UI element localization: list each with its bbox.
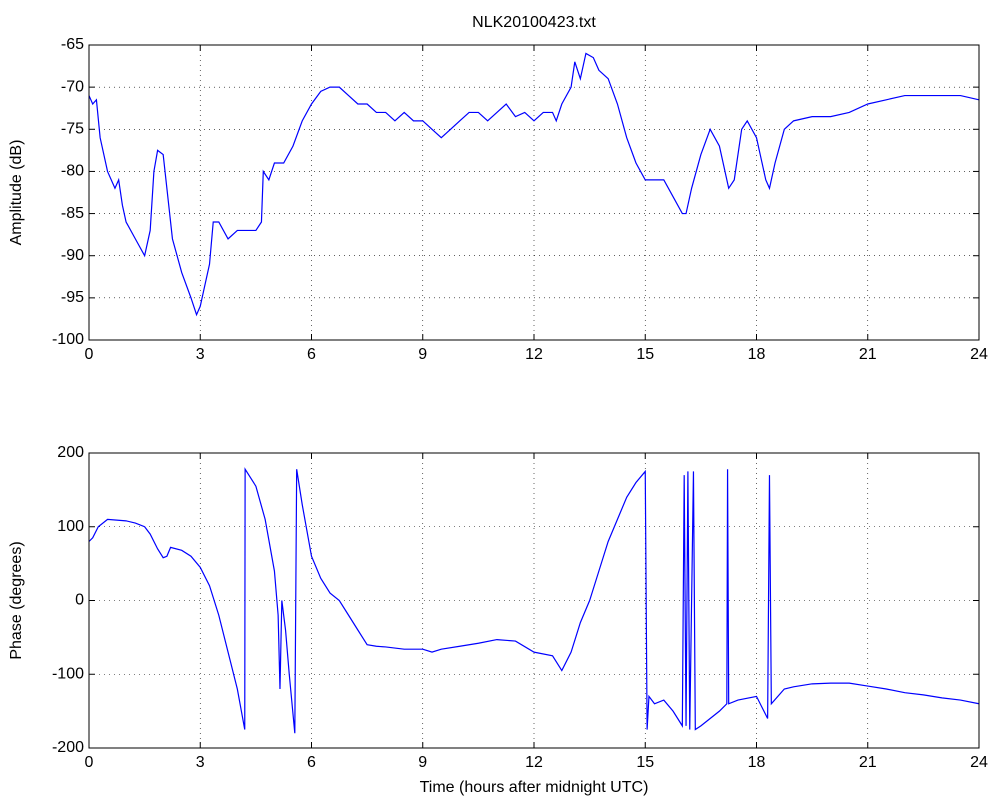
x-tick-label: 18 <box>748 346 766 363</box>
y-tick-label: 200 <box>57 444 84 461</box>
y-tick-label: -100 <box>52 331 84 348</box>
x-axis-label: Time (hours after midnight UTC) <box>420 779 649 796</box>
y-tick-label: -75 <box>61 121 84 138</box>
y-tick-label: -70 <box>61 78 84 95</box>
y-axis-label: Phase (degrees) <box>8 541 25 659</box>
x-tick-label: 21 <box>859 754 877 771</box>
x-tick-label: 3 <box>196 346 205 363</box>
y-tick-label: -65 <box>61 36 84 53</box>
x-tick-label: 15 <box>636 754 654 771</box>
x-tick-label: 0 <box>85 346 94 363</box>
y-tick-label: 100 <box>57 518 84 535</box>
axes-frame <box>88 44 980 341</box>
x-tick-label: 9 <box>418 346 427 363</box>
y-tick-label: -90 <box>61 247 84 264</box>
y-tick-label: -200 <box>52 739 84 756</box>
y-tick-label: -95 <box>61 289 84 306</box>
x-tick-label: 18 <box>748 754 766 771</box>
y-tick-label: -80 <box>61 163 84 180</box>
x-tick-label: 6 <box>307 754 316 771</box>
y-tick-label: -100 <box>52 665 84 682</box>
x-tick-label: 21 <box>859 346 877 363</box>
data-line <box>88 467 980 734</box>
x-tick-label: 9 <box>418 754 427 771</box>
y-tick-label: -85 <box>61 205 84 222</box>
y-axis-label: Amplitude (dB) <box>8 140 25 246</box>
x-tick-label: 15 <box>636 346 654 363</box>
x-tick-label: 12 <box>525 754 543 771</box>
x-tick-label: 12 <box>525 346 543 363</box>
y-tick-label: 0 <box>75 592 84 609</box>
x-tick-label: 0 <box>85 754 94 771</box>
chart-title: NLK20100423.txt <box>472 14 596 31</box>
data-line <box>88 52 980 317</box>
x-tick-label: 24 <box>970 346 988 363</box>
x-tick-label: 3 <box>196 754 205 771</box>
axes-frame <box>88 452 980 749</box>
x-tick-label: 6 <box>307 346 316 363</box>
x-tick-label: 24 <box>970 754 988 771</box>
